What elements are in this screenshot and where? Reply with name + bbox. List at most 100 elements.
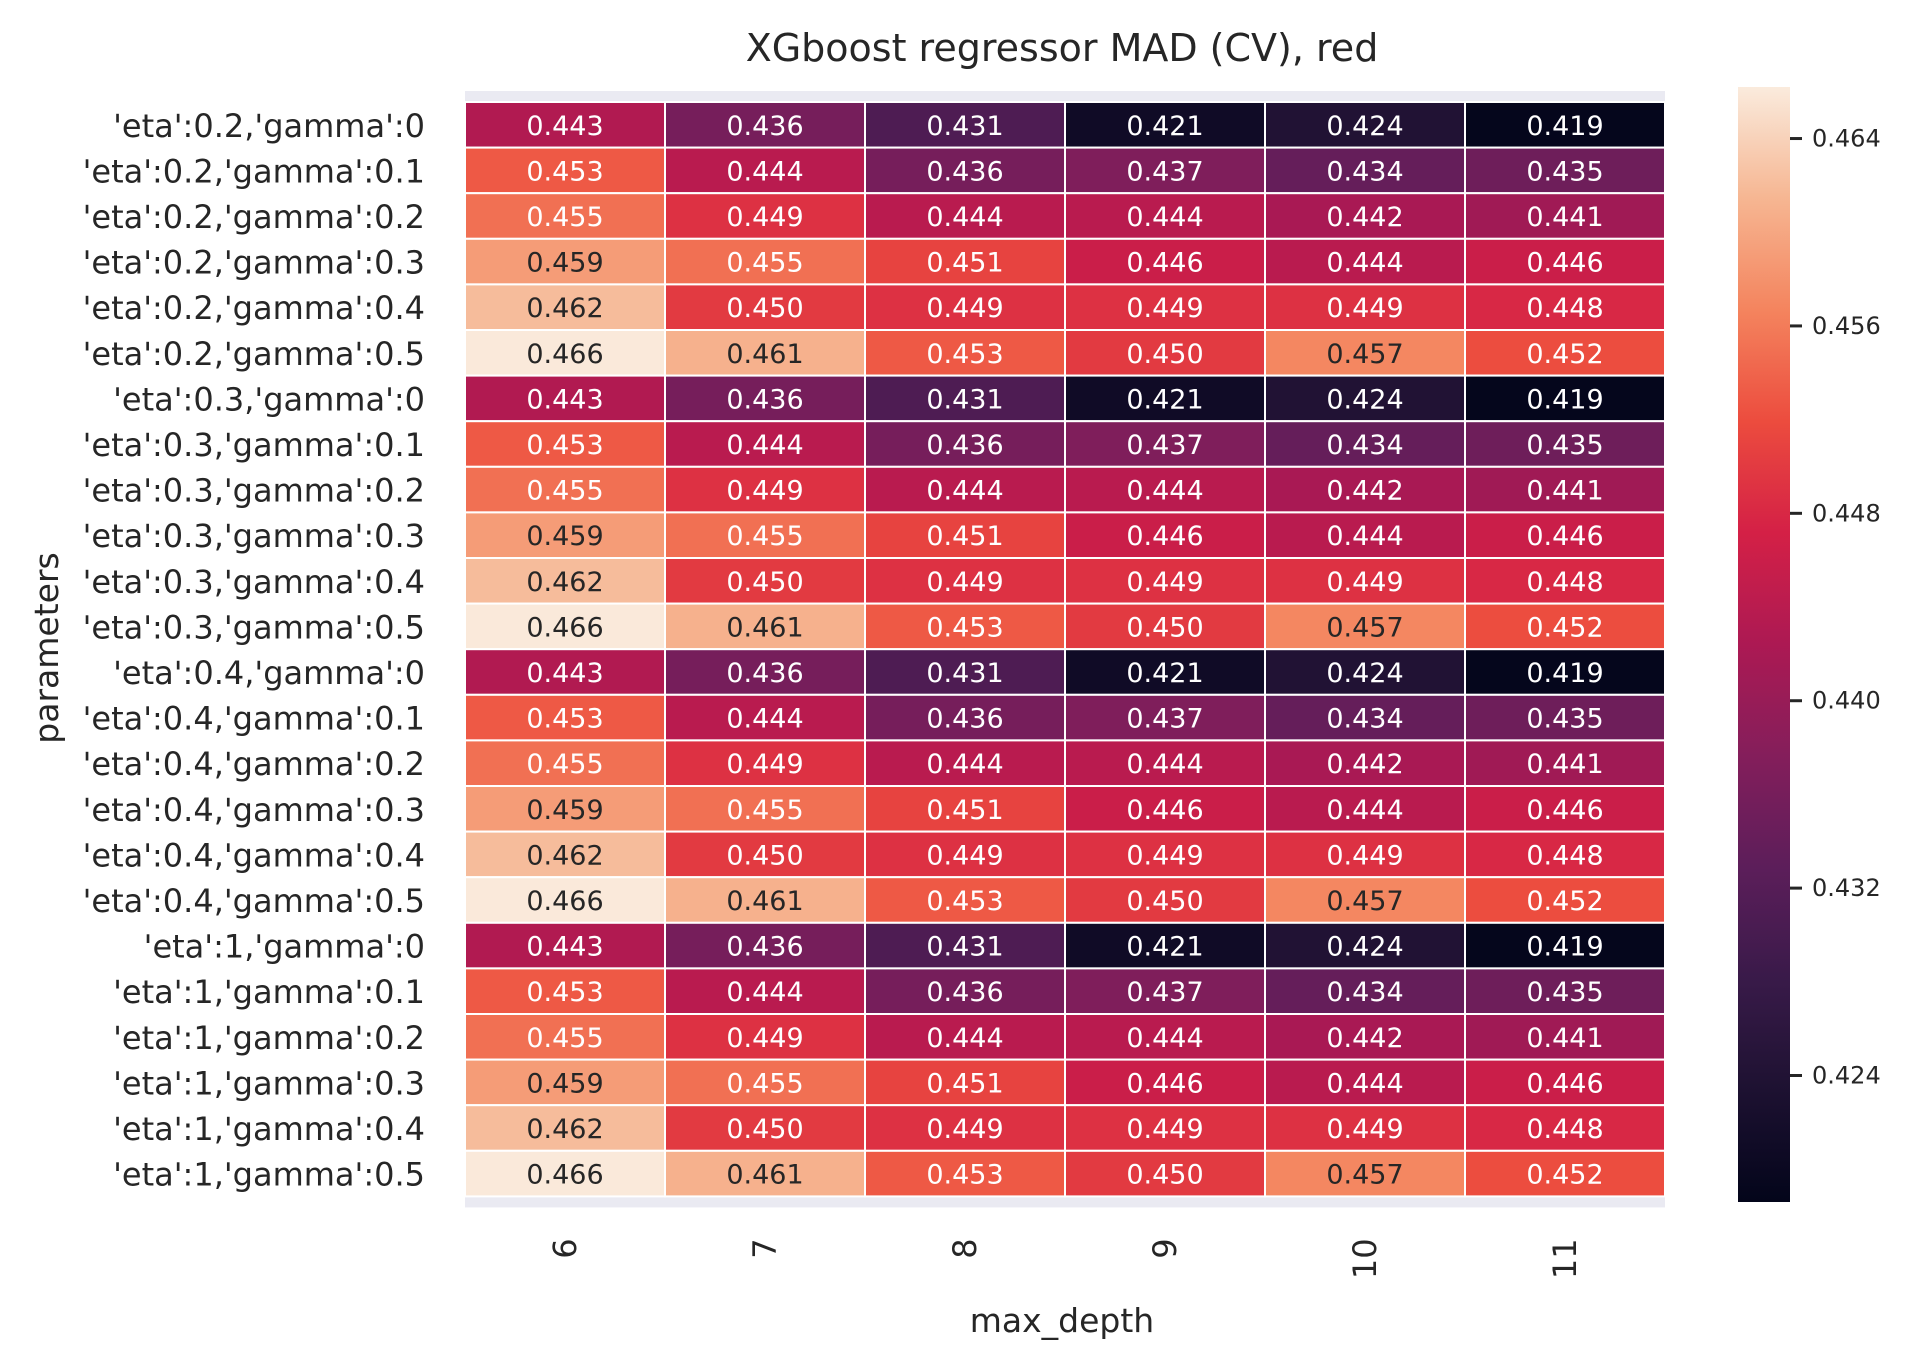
y-tick-label: 'eta':0.2,'gamma':0.2 [83, 198, 425, 236]
heatmap-cell [1464, 511, 1666, 560]
heatmap-cell [1464, 1058, 1666, 1107]
colorbar [1738, 87, 1790, 1202]
cell-value-label: 0.457 [1326, 886, 1403, 917]
cell-value-label: 0.453 [926, 886, 1003, 917]
cell-value-label: 0.449 [926, 293, 1003, 324]
colorbar-tick-label: 0.432 [1812, 874, 1881, 902]
heatmap-cell [864, 329, 1066, 377]
cell-value-label: 0.449 [926, 840, 1003, 871]
y-tick-label: 'eta':1,'gamma':0.3 [113, 1064, 425, 1102]
heatmap-cell [1264, 602, 1466, 651]
cell-value-label: 0.466 [526, 886, 603, 917]
cell-value-label: 0.437 [1126, 430, 1203, 461]
cell-value-label: 0.446 [1126, 1068, 1203, 1099]
cell-value-label: 0.436 [726, 658, 803, 689]
cell-value-label: 0.452 [1526, 1160, 1603, 1191]
y-tick-label: 'eta':0.4,'gamma':0.3 [83, 791, 425, 829]
x-tick-label: 8 [946, 1238, 984, 1258]
cell-value-label: 0.441 [1526, 476, 1603, 507]
heatmap-cell [1464, 283, 1666, 331]
y-tick-label: 'eta':0.3,'gamma':0.5 [83, 608, 425, 646]
heatmap-cell [1264, 921, 1466, 970]
heatmap-cell [1464, 1149, 1666, 1198]
cell-value-label: 0.451 [926, 795, 1003, 826]
heatmap-cell [1064, 374, 1266, 423]
cell-value-label: 0.450 [726, 1114, 803, 1145]
cell-value-label: 0.459 [526, 521, 603, 552]
cell-value-label: 0.421 [1126, 384, 1203, 415]
cell-value-label: 0.455 [726, 1068, 803, 1099]
heatmap-cell [864, 557, 1066, 605]
heatmap-cell [464, 693, 666, 742]
cell-value-label: 0.446 [1526, 521, 1603, 552]
cell-value-label: 0.455 [526, 1023, 603, 1054]
heatmap-cell [1064, 283, 1266, 331]
heatmap-cell [1464, 739, 1666, 788]
cell-value-label: 0.443 [526, 384, 603, 415]
cell-value-label: 0.434 [1326, 704, 1403, 735]
cell-value-label: 0.449 [1326, 1114, 1403, 1145]
cell-value-label: 0.449 [1326, 840, 1403, 871]
y-tick-label: 'eta':0.3,'gamma':0.2 [83, 472, 425, 510]
heatmap-cell [1064, 511, 1266, 560]
heatmap-cell [464, 1058, 666, 1107]
heatmap-cell [1264, 420, 1466, 468]
cell-value-label: 0.455 [526, 749, 603, 780]
cell-value-label: 0.461 [726, 612, 803, 643]
cell-value-label: 0.449 [1126, 293, 1203, 324]
cell-value-label: 0.419 [1526, 932, 1603, 963]
cell-value-label: 0.431 [926, 658, 1003, 689]
cell-value-label: 0.462 [526, 567, 603, 598]
y-tick-label: 'eta':1,'gamma':0 [144, 928, 425, 966]
heatmap-cell [664, 283, 866, 331]
cell-value-label: 0.443 [526, 111, 603, 142]
cell-value-label: 0.435 [1526, 156, 1603, 187]
cell-value-label: 0.453 [526, 704, 603, 735]
cell-value-label: 0.448 [1526, 840, 1603, 871]
y-tick-label: 'eta':0.3,'gamma':0.3 [83, 517, 425, 555]
heatmap-cell [464, 1104, 666, 1152]
heatmap-cell [664, 465, 866, 514]
heatmap-cell [1464, 602, 1666, 651]
cell-value-label: 0.431 [926, 932, 1003, 963]
x-tick-labels: 6 7 8 9 10 11 [546, 1238, 1584, 1279]
cell-value-label: 0.453 [526, 156, 603, 187]
cell-value-label: 0.421 [1126, 658, 1203, 689]
heatmap-cell [1464, 693, 1666, 742]
cell-value-label: 0.444 [1326, 1068, 1403, 1099]
y-axis-label: parameters [27, 552, 66, 743]
cell-value-label: 0.446 [1526, 795, 1603, 826]
cell-value-label: 0.444 [726, 704, 803, 735]
cell-value-label: 0.431 [926, 384, 1003, 415]
cell-value-label: 0.436 [926, 704, 1003, 735]
cell-value-label: 0.436 [926, 156, 1003, 187]
cell-value-label: 0.436 [926, 430, 1003, 461]
y-tick-label: 'eta':0.2,'gamma':0.1 [83, 152, 425, 190]
cell-value-label: 0.466 [526, 612, 603, 643]
cell-value-label: 0.446 [1126, 248, 1203, 279]
cell-value-label: 0.442 [1326, 202, 1403, 233]
cell-value-label: 0.444 [1126, 749, 1203, 780]
cell-value-label: 0.453 [926, 612, 1003, 643]
heatmap-cell [1064, 648, 1266, 696]
heatmap-cell [1464, 420, 1666, 468]
heatmap-cell [1464, 1104, 1666, 1152]
cell-value-label: 0.448 [1526, 293, 1603, 324]
heatmap-cell [1264, 101, 1466, 149]
cell-value-label: 0.424 [1326, 111, 1403, 142]
cell-value-label: 0.443 [526, 658, 603, 689]
heatmap-cell [1064, 967, 1266, 1016]
heatmap-cell [864, 283, 1066, 331]
heatmap-cell [1464, 1013, 1666, 1061]
cell-value-label: 0.452 [1526, 339, 1603, 370]
y-tick-label: 'eta':0.4,'gamma':0 [113, 654, 425, 692]
cell-value-label: 0.459 [526, 795, 603, 826]
cell-value-label: 0.444 [926, 476, 1003, 507]
cell-value-label: 0.435 [1526, 704, 1603, 735]
heatmap-cell [1264, 967, 1466, 1016]
heatmap-cell [1464, 374, 1666, 423]
y-tick-label: 'eta':0.4,'gamma':0.1 [83, 700, 425, 738]
heatmap-cell [1264, 1058, 1466, 1107]
cell-value-label: 0.450 [1126, 612, 1203, 643]
heatmap-cell [1264, 374, 1466, 423]
